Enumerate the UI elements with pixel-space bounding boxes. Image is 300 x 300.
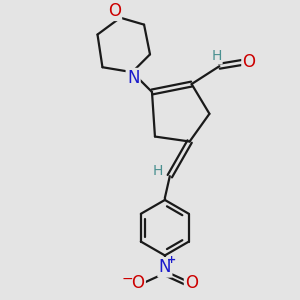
Text: O: O — [185, 274, 198, 292]
Text: O: O — [243, 53, 256, 71]
Text: H: H — [153, 164, 163, 178]
Text: +: + — [167, 255, 176, 266]
Text: N: N — [127, 69, 140, 87]
Text: N: N — [159, 258, 171, 276]
Text: −: − — [122, 272, 133, 286]
Text: H: H — [211, 49, 222, 63]
Text: O: O — [108, 2, 121, 20]
Text: O: O — [132, 274, 145, 292]
